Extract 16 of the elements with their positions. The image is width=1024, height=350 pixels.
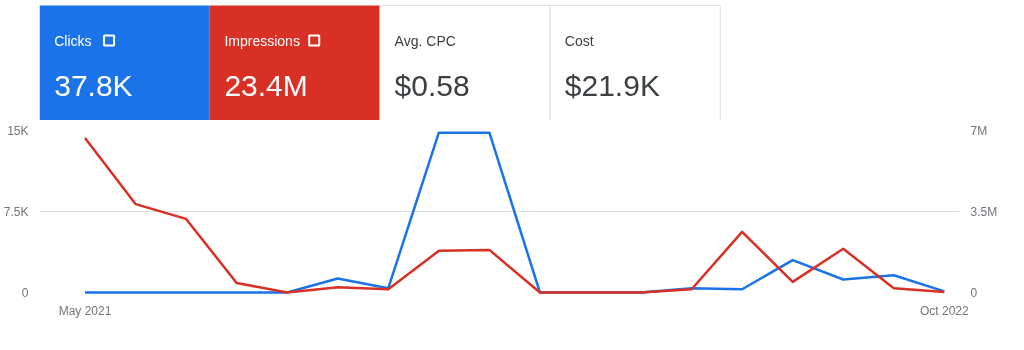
y2-tick-label: 3.5M [970,204,998,219]
text: $0.58 [394,69,470,102]
x-tick-label: May 2021 [58,303,112,318]
text: 23.4M [224,69,308,102]
x-tick-label: Oct 2022 [919,303,970,318]
legend-label: Clicks [54,32,92,49]
y-tick-label: 7.5K [3,204,29,219]
text: 37.8K [54,69,133,102]
y-tick-label: 0 [21,285,29,300]
y2-tick-label: 0 [970,285,978,300]
legend-label: Impressions [224,32,300,49]
text: Avg. CPC [394,32,456,49]
y-tick-label: 15K [7,123,29,138]
y2-tick-label: 7M [970,123,988,138]
text: $21.9K [564,69,660,102]
text: Cost [564,32,594,49]
